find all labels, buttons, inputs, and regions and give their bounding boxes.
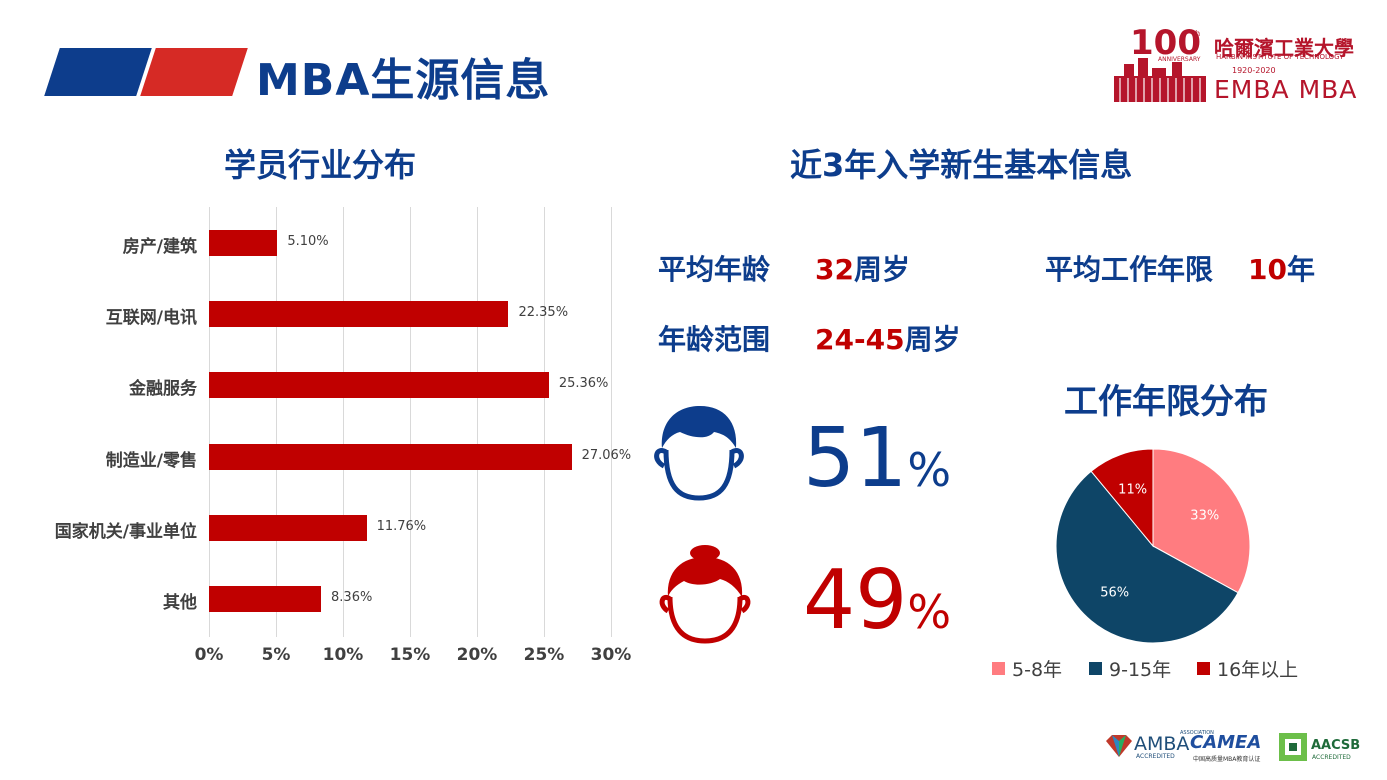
male-percent: 51% xyxy=(803,418,951,500)
legend-label: 5-8年 xyxy=(1012,659,1063,681)
amba-logo-text: AMBA xyxy=(1134,733,1190,755)
age-range-unit: 周岁 xyxy=(904,323,961,356)
female-percent: 49% xyxy=(803,560,951,642)
pie-slice-label: 11% xyxy=(1118,482,1147,497)
bar xyxy=(209,230,278,256)
category-label: 金融服务 xyxy=(129,379,197,400)
category-label: 制造业/零售 xyxy=(105,450,197,471)
legend-swatch xyxy=(1089,662,1102,675)
grid-line xyxy=(276,207,277,637)
anniversary-word: ANNIVERSARY xyxy=(1158,56,1201,63)
pie-slice xyxy=(1055,470,1239,644)
legend-swatch xyxy=(1197,662,1210,675)
aacsb-logo-text: AACSB xyxy=(1311,738,1361,753)
category-label: 其他 xyxy=(163,593,197,613)
header-band-blue xyxy=(44,48,152,96)
x-tick-label: 15% xyxy=(389,645,431,665)
x-tick-label: 0% xyxy=(194,645,224,665)
bar xyxy=(209,301,509,328)
bar-value-label: 22.35% xyxy=(518,305,569,321)
pie-slice xyxy=(1090,448,1154,548)
age-range-value: 24-45周岁 xyxy=(815,318,961,358)
anniversary-suffix: th xyxy=(1192,29,1200,38)
x-tick-label: 25% xyxy=(523,645,565,665)
x-tick-label: 20% xyxy=(456,645,498,665)
aacsb-square-icon xyxy=(1279,733,1307,761)
amba-association-text: ASSOCIATION xyxy=(1180,730,1214,736)
page-title: MBA生源信息 xyxy=(256,55,551,106)
avg-work-unit: 年 xyxy=(1286,253,1315,286)
category-label: 互联网/电讯 xyxy=(105,308,197,329)
x-tick-label: 10% xyxy=(322,645,364,665)
legend-label: 9-15年 xyxy=(1109,659,1172,681)
university-years: 1920-2020 xyxy=(1232,66,1276,75)
pie-slice-label: 56% xyxy=(1100,585,1129,600)
avg-age-unit: 周岁 xyxy=(853,253,910,286)
amba-accredited-text: ACCREDITED xyxy=(1136,753,1175,760)
pie-slice xyxy=(1152,448,1251,594)
aacsb-accredited-text: ACCREDITED xyxy=(1312,754,1351,761)
bar xyxy=(209,586,322,612)
avg-age-label: 平均年龄 xyxy=(658,253,771,286)
category-label: 国家机关/事业单位 xyxy=(54,521,197,542)
bar-value-label: 25.36% xyxy=(558,376,609,392)
grid-line xyxy=(611,207,612,637)
male-face-icon xyxy=(654,406,744,501)
work-years-title: 工作年限分布 xyxy=(1064,382,1268,422)
camea-subtitle: 中国高质量MBA教育认证 xyxy=(1193,756,1261,763)
header-band-red xyxy=(140,48,248,96)
legend-swatch xyxy=(992,662,1005,675)
female-percent-sign: % xyxy=(907,585,952,639)
bar-value-label: 5.10% xyxy=(287,234,329,249)
female-face-icon xyxy=(659,545,751,644)
avg-age-number: 32 xyxy=(815,253,854,286)
grid-line xyxy=(410,207,411,637)
avg-work-value: 10年 xyxy=(1248,248,1315,288)
male-percent-number: 51 xyxy=(803,411,908,506)
work-years-pie-chart: 33% 56% 11% xyxy=(1055,448,1251,644)
grid-line xyxy=(477,207,478,637)
bar xyxy=(209,372,549,399)
anniversary-building-icon: 100 th xyxy=(1114,23,1206,102)
university-name-cn: 哈爾濱工業大學 xyxy=(1214,36,1354,60)
avg-work-label: 平均工作年限 xyxy=(1045,253,1214,286)
students-section-title: 近3年入学新生基本信息 xyxy=(790,146,1133,184)
age-range-label: 年龄范围 xyxy=(658,323,771,356)
bar-value-label: 11.76% xyxy=(376,518,427,534)
grid-line xyxy=(544,207,545,637)
legend-item: 9-15年 xyxy=(1089,655,1171,682)
legend-item: 5-8年 xyxy=(992,655,1062,682)
grid-line xyxy=(343,207,344,637)
avg-work-number: 10 xyxy=(1248,253,1287,286)
legend-label: 16年以上 xyxy=(1217,659,1299,681)
pie-slice-label: 33% xyxy=(1190,508,1219,523)
anniversary-number: 100 xyxy=(1130,23,1201,63)
bar-value-label: 8.36% xyxy=(331,590,373,605)
legend-item: 16年以上 xyxy=(1197,655,1298,682)
x-tick-label: 5% xyxy=(261,645,291,665)
industry-section-title: 学员行业分布 xyxy=(224,146,417,184)
amba-diamond-icon xyxy=(1106,735,1132,757)
bar-value-label: 27.06% xyxy=(581,447,632,463)
avg-age-value: 32周岁 xyxy=(815,248,910,288)
x-tick-label: 30% xyxy=(590,645,632,665)
program-names: EMBA MBA xyxy=(1214,75,1358,104)
category-label: 房产/建筑 xyxy=(122,237,197,257)
bar xyxy=(209,443,572,470)
male-percent-sign: % xyxy=(907,443,952,497)
female-percent-number: 49 xyxy=(803,553,908,648)
bar xyxy=(209,514,367,541)
camea-logo-text: CAMEA xyxy=(1190,732,1262,753)
university-name-en: HARBIN INSTITUTE OF TECHNOLOGY xyxy=(1216,53,1344,61)
age-range-number: 24-45 xyxy=(815,323,905,356)
grid-line xyxy=(209,207,210,637)
